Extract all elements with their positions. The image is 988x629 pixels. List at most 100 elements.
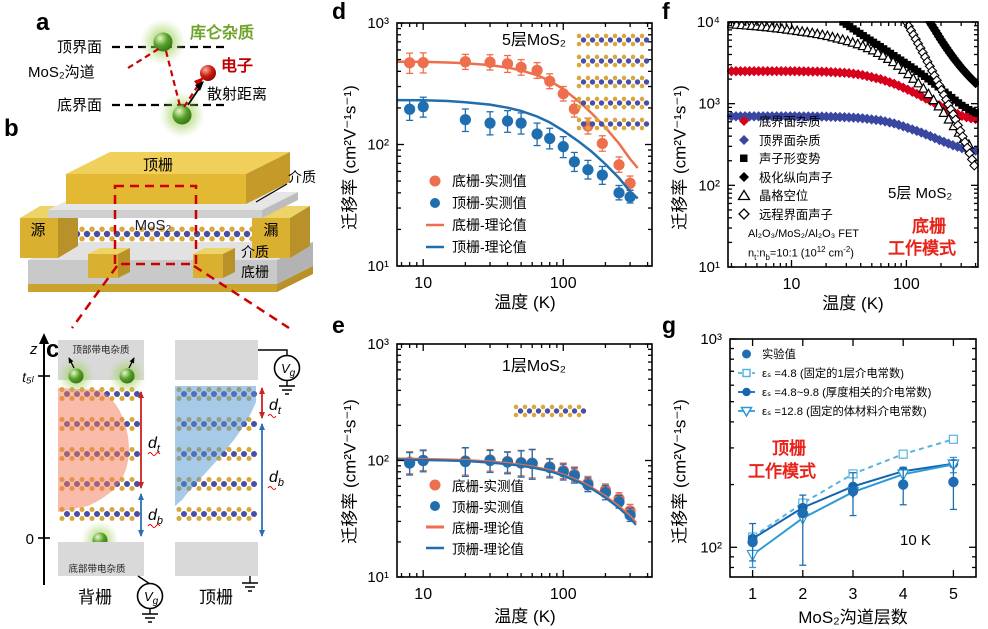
axis-ticks: [397, 22, 652, 267]
panel-f-chart: 10 100 10¹ 10² 10³ 10⁴ f 迁移率 (cm²V⁻¹s⁻¹) 温度 (…: [660, 0, 988, 314]
panel-e-plot: 10 100 10¹ 10² 10³: [330, 314, 660, 629]
svg-text:10³: 10³: [367, 15, 389, 32]
panel-d-title: 5层MoS₂: [502, 32, 567, 49]
right-bottom-dielectric-block: [175, 542, 258, 576]
circle-marker-icon: [430, 500, 440, 511]
panel-a-letter: a: [36, 9, 50, 36]
axis-ticks: [397, 343, 652, 578]
vg-label-left: Vg: [144, 589, 159, 607]
top-gate-label: 顶栅: [143, 157, 173, 174]
svg-text:10: 10: [414, 275, 432, 292]
svg-text:10²: 10²: [367, 137, 389, 154]
panel-g-chart: 1 2 3 4 5 10² 10³ g 迁移率 (cm²V⁻¹s⁻¹) MoS₂沟道层数 实…: [660, 312, 988, 629]
top-gate-measured-series: [404, 96, 636, 204]
panel-d-chart: 10 100 10¹ 10² 10³ d 迁移率 (cm²V⁻¹s⁻¹) 温度 (K) …: [330, 0, 660, 314]
bottom-gate-front-face: [28, 284, 277, 292]
z-axis-label: z: [29, 341, 38, 358]
panel-f-mode-line2: 工作模式: [888, 239, 956, 258]
dashed-square-marker-icon: [738, 368, 755, 377]
experimental-series: [747, 459, 959, 566]
svg-text:10¹: 10¹: [367, 569, 389, 586]
svg-text:10¹: 10¹: [698, 259, 720, 276]
dt-label-left: dt: [148, 435, 161, 455]
triangle-marker-icon: [737, 189, 751, 201]
legend-label: 极化纵向声子: [759, 170, 833, 185]
legend-item: 底栅-实测值: [425, 170, 527, 192]
back-gate-wavefunction-overlay: [58, 388, 129, 512]
axis-tick-labels: 10 100 10¹ 10² 10³: [367, 336, 576, 603]
legend-item: 底栅-实测值: [425, 474, 524, 495]
svg-text:10³: 10³: [698, 96, 720, 113]
panel-f-y-axis-label: 迁移率 (cm²V⁻¹s⁻¹): [670, 84, 690, 230]
top-gate-top-face: [66, 152, 290, 174]
scattering-path-lines: [127, 47, 200, 108]
impurity-sphere-top: [153, 32, 173, 52]
svg-text:4: 4: [899, 586, 908, 603]
panel-f-letter: f: [662, 0, 670, 24]
svg-text:100: 100: [550, 586, 577, 603]
svg-text:10²: 10²: [367, 453, 389, 470]
panel-f-legend: 底界面杂质 顶界面杂质 声子形变势 极化纵向声子 晶格空位 远程界面声子: [736, 112, 833, 223]
bottom-impurities-label: 底部带电杂质: [68, 563, 126, 575]
legend-item: 底栅-理论值: [425, 214, 527, 236]
panel-e-letter: e: [332, 312, 345, 338]
legend-item: 顶栅-实测值: [425, 192, 527, 214]
squiggle: [147, 452, 161, 456]
panel-d-x-axis-label: 温度 (K): [494, 293, 556, 312]
top-gate-theory-series: [396, 458, 637, 526]
gate-wire: [137, 575, 151, 585]
svg-text:10⁴: 10⁴: [697, 14, 720, 31]
panel-g-legend: 实验值 εₛ =4.8 (固定的1层介电常数) εₛ =4.8~9.8 (厚度相…: [738, 344, 931, 420]
impurity-sphere: [68, 368, 84, 384]
legend-item: εₛ =12.8 (固定的体材料介电常数): [738, 401, 931, 420]
legend-label: εₛ =4.8 (固定的1层介电常数): [762, 367, 905, 380]
density-note-part: ): [850, 247, 854, 260]
line-marker-icon: [426, 223, 444, 227]
legend-item: 声子形变势: [736, 149, 833, 168]
legend-item: 底栅-理论值: [425, 516, 524, 537]
diamond-marker-icon: [739, 116, 749, 127]
bottom-gate-label: 底栅: [241, 264, 269, 280]
remote-interface-phonon-series: [901, 21, 979, 171]
legend-label: 声子形变势: [759, 152, 821, 167]
legend-item: 极化纵向声子: [736, 168, 833, 187]
density-note-part: =10:1 (10: [769, 247, 817, 260]
t5l-label: t₅ₗ: [22, 369, 35, 385]
panel-g-mode-line2: 工作模式: [748, 462, 816, 481]
dt-label-right: dt: [269, 397, 282, 417]
circle-marker-icon: [429, 479, 441, 490]
distance-arrow: [187, 86, 201, 106]
diamond-marker-icon: [738, 207, 750, 220]
panel-g-letter: g: [662, 312, 677, 338]
gate-wire: [258, 349, 288, 356]
coulomb-impurity-label: 库仑杂质: [190, 23, 254, 42]
line-circle-marker-icon: [738, 387, 755, 396]
dielectric-top-label: 介质: [288, 169, 316, 185]
back-gate-label: 背栅: [78, 588, 112, 607]
axis-tick-labels: 10 100 10¹ 10² 10³ 10⁴: [697, 14, 920, 293]
legend-label: εₛ =4.8~9.8 (厚度相关的介电常数): [762, 386, 932, 399]
diamond-marker-icon: [739, 134, 749, 145]
zoom-connector-right: [193, 264, 290, 330]
legend-label: 底栅-理论值: [452, 520, 524, 536]
top-dielectric-side-face: [262, 192, 298, 218]
axis-ticks: [730, 338, 976, 577]
impurity-pointer: [128, 357, 135, 369]
legend-item: εₛ =4.8 (固定的1层介电常数): [738, 363, 931, 382]
diamond-marker-icon: [739, 171, 749, 182]
panel-e-title: 1层MoS₂: [502, 358, 567, 375]
density-note-sub: b: [765, 252, 770, 262]
density-note-part: cm: [825, 247, 844, 260]
right-top-dielectric-block: [175, 340, 258, 380]
axis-tick-labels: 10 100 10¹ 10² 10³: [367, 15, 576, 292]
circle-marker-icon: [742, 349, 751, 358]
line-marker-icon: [426, 525, 444, 528]
svg-text:10³: 10³: [700, 331, 722, 348]
panel-a-scattering-schematic: a 顶界面 MoS₂沟道 底界面 库仑杂质 电子 散射距离: [28, 9, 267, 138]
top-dielectric-front-face: [48, 210, 262, 218]
density-note-sup: -2: [843, 245, 851, 254]
panel-g-mode-line1: 顶栅: [772, 439, 806, 458]
panel-c-letter: c: [46, 336, 59, 363]
legend-label: 底栅-实测值: [452, 173, 527, 189]
top-gate-wavefunction-overlay: [175, 386, 256, 506]
